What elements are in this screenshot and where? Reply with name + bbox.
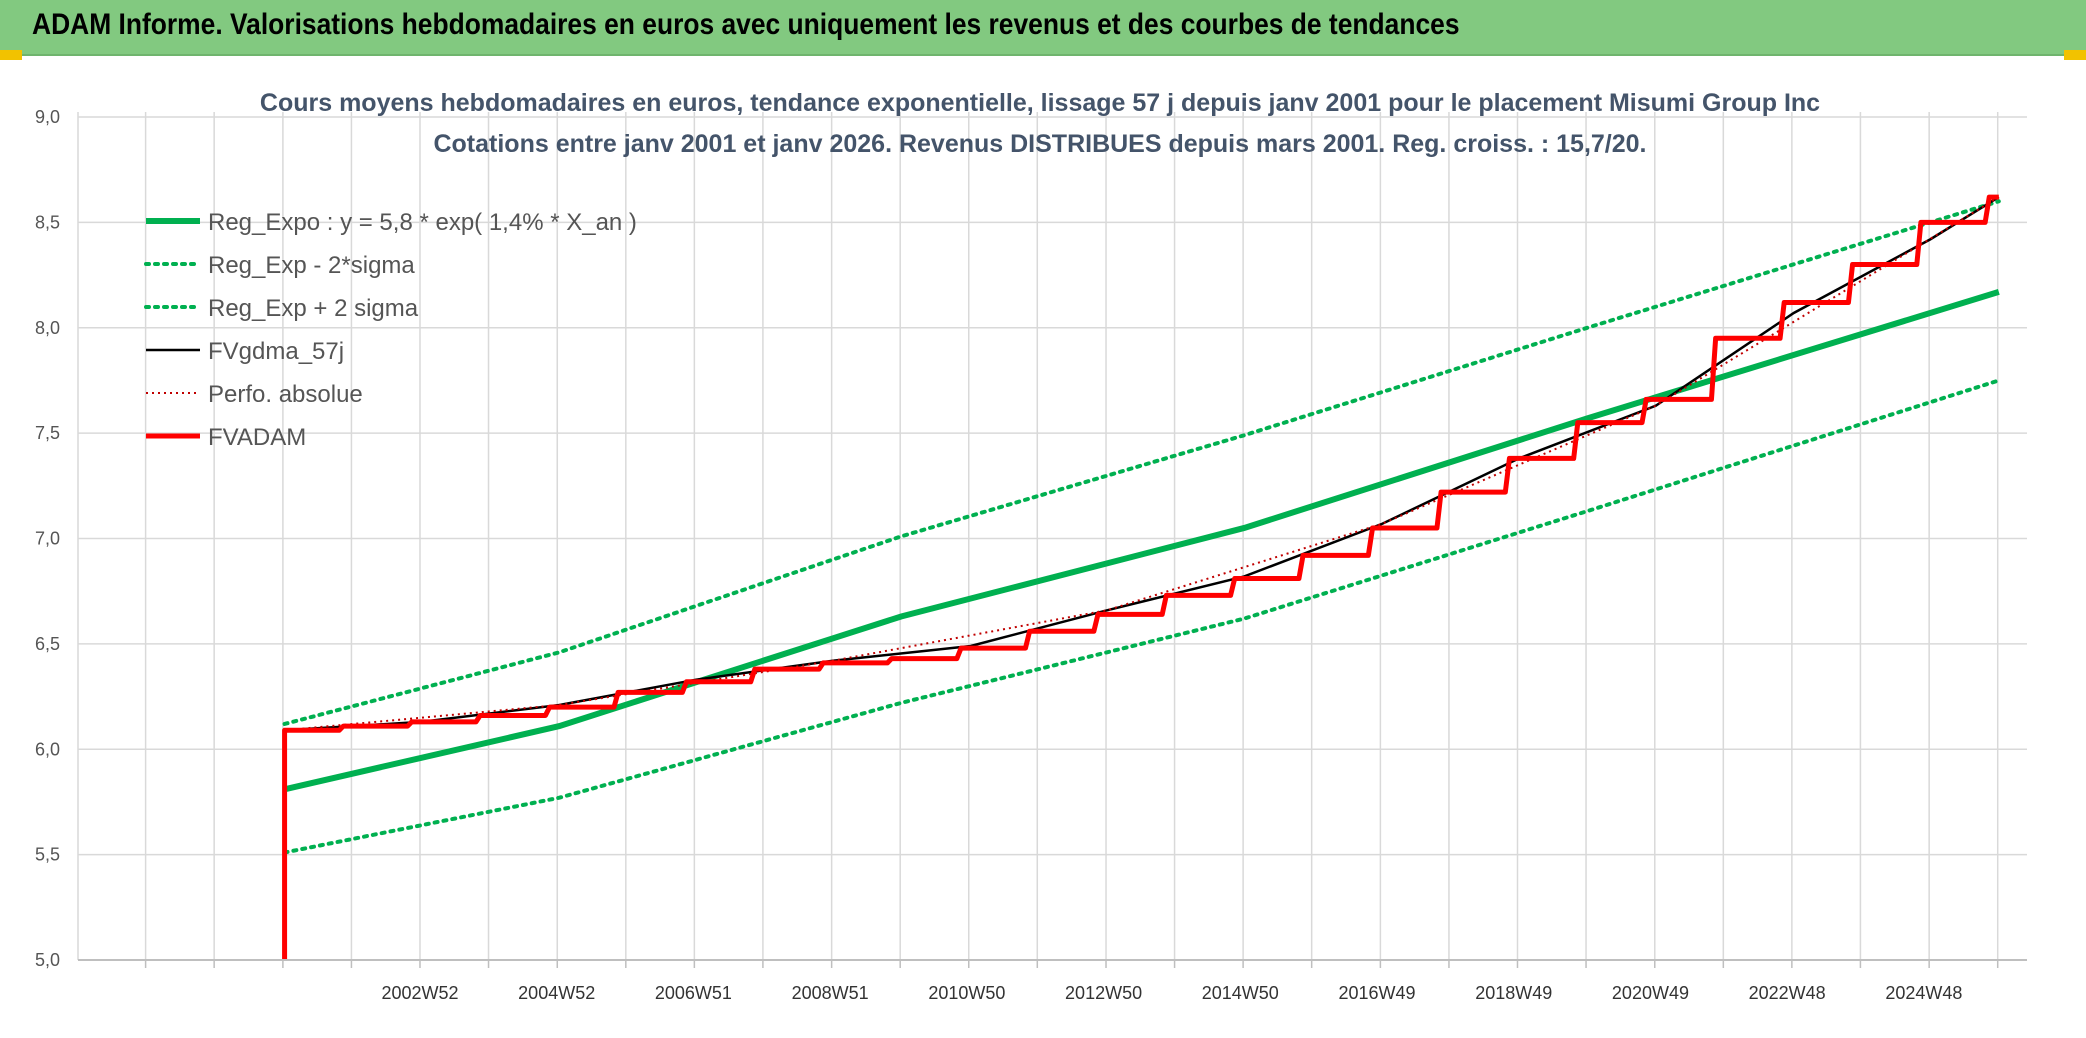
series-line-reg-exp-2-sigma — [282, 378, 2001, 855]
header-bar: ADAM Informe. Valorisations hebdomadaire… — [0, 0, 2086, 56]
y-tick-label: 8,0 — [35, 318, 60, 338]
legend-label: Reg_Exp + 2 sigma — [208, 295, 419, 322]
legend-label: FVADAM — [208, 424, 306, 451]
x-tick-label: 2012W50 — [1065, 983, 1142, 1003]
x-tick-label: 2016W49 — [1338, 983, 1415, 1003]
legend-item: Reg_Exp + 2 sigma — [144, 295, 419, 322]
y-tick-label: 9,0 — [35, 107, 60, 127]
x-tick-label: 2002W52 — [381, 983, 458, 1003]
x-tick-label: 2014W50 — [1202, 983, 1279, 1003]
series-line-fvadam — [282, 194, 1999, 960]
x-tick-label: 2020W49 — [1612, 983, 1689, 1003]
y-tick-label: 5,0 — [35, 950, 60, 970]
x-tick-label: 2010W50 — [928, 983, 1005, 1003]
legend-item: Reg_Exp - 2*sigma — [144, 252, 415, 279]
series-line-fvgdma-57j — [284, 196, 2000, 732]
x-tick-label: 2018W49 — [1475, 983, 1552, 1003]
legend-label: Perfo. absolue — [208, 381, 363, 408]
chart-grid — [77, 112, 2027, 961]
legend-item: Reg_Expo : y = 5,8 * exp( 1,4% * X_an ) — [146, 209, 637, 236]
legend-label: Reg_Exp - 2*sigma — [208, 252, 415, 279]
corner-accent-left — [0, 50, 22, 60]
corner-accent-right — [2064, 50, 2086, 60]
x-tick-label: 2024W48 — [1885, 983, 1962, 1003]
chart-legend: Reg_Expo : y = 5,8 * exp( 1,4% * X_an ) R… — [144, 209, 637, 451]
y-tick-label: 6,5 — [35, 634, 60, 654]
chart-title-block: Cours moyens hebdomadaires en euros, ten… — [260, 89, 1820, 158]
legend-item: Perfo. absolue — [146, 381, 363, 408]
y-tick-label: 7,0 — [35, 529, 60, 549]
legend-label: FVgdma_57j — [208, 338, 344, 365]
chart-series — [282, 194, 2001, 960]
chart-subtitle: Cotations entre janv 2001 et janv 2026. … — [433, 130, 1646, 158]
chart-axes: 5,0 5,5 6,0 6,5 7,0 7,5 8,0 8,5 9,0 2002W52 2004W5… — [35, 107, 2027, 1003]
series-line-perfo-absolue — [284, 196, 2000, 732]
y-tick-label: 7,5 — [35, 423, 60, 443]
y-tick-label: 6,0 — [35, 739, 60, 759]
y-tick-label: 8,5 — [35, 212, 60, 232]
series-line-reg-exp-2-sigma — [282, 199, 2001, 726]
x-tick-label: 2006W51 — [655, 983, 732, 1003]
x-tick-label: 2022W48 — [1749, 983, 1826, 1003]
legend-item: FVgdma_57j — [146, 338, 344, 365]
x-tick-label: 2004W52 — [518, 983, 595, 1003]
legend-item: FVADAM — [146, 424, 306, 451]
x-tick-label: 2008W51 — [792, 983, 869, 1003]
legend-label: Reg_Expo : y = 5,8 * exp( 1,4% * X_an ) — [208, 209, 637, 236]
y-tick-label: 5,5 — [35, 845, 60, 865]
page-title: ADAM Informe. Valorisations hebdomadaire… — [32, 8, 1460, 41]
chart-title: Cours moyens hebdomadaires en euros, ten… — [260, 89, 1820, 117]
